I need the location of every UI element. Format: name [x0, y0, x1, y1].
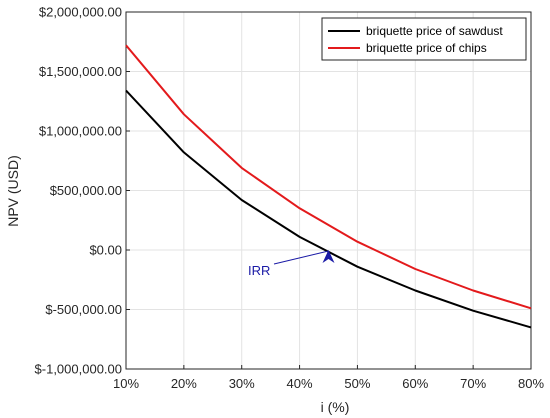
x-tick-label: 80% — [518, 376, 544, 391]
y-tick-label: $-500,000.00 — [45, 302, 122, 317]
legend-box — [321, 17, 527, 61]
y-axis: $-1,000,000.00 $-500,000.00 $0.00 $500,000.… — [35, 5, 130, 377]
y-axis-label: NPV (USD) — [5, 155, 21, 227]
grid — [125, 11, 532, 370]
legend: briquette price of sawdust briquette pric… — [321, 17, 527, 61]
y-tick-label: $2,000,000.00 — [39, 5, 122, 20]
irr-annotation-label: IRR — [248, 263, 270, 278]
x-tick-label: 50% — [344, 376, 370, 391]
x-tick-label: 40% — [287, 376, 313, 391]
y-tick-label: $1,000,000.00 — [39, 124, 122, 139]
x-axis: 10% 20% 30% 40% 50% 60% 70% 80% — [113, 365, 544, 391]
y-tick-label: $500,000.00 — [50, 183, 122, 198]
x-tick-label: 70% — [460, 376, 486, 391]
irr-arrow-line — [273, 250, 329, 265]
x-axis-label: i (%) — [321, 399, 350, 415]
y-tick-label: $-1,000,000.00 — [35, 362, 122, 377]
x-tick-label: 20% — [171, 376, 197, 391]
x-tick-label: 60% — [402, 376, 428, 391]
y-tick-label: $0.00 — [89, 243, 122, 258]
series-line-2 — [125, 44, 532, 310]
annotations: IRR — [248, 250, 335, 278]
y-tick-label: $1,500,000.00 — [39, 64, 122, 79]
legend-label-1: briquette price of sawdust — [366, 24, 503, 38]
legend-label-2: briquette price of chips — [366, 41, 487, 55]
x-tick-label: 30% — [229, 376, 255, 391]
irr-arrow-head — [322, 250, 335, 263]
x-tick-label: 10% — [113, 376, 139, 391]
